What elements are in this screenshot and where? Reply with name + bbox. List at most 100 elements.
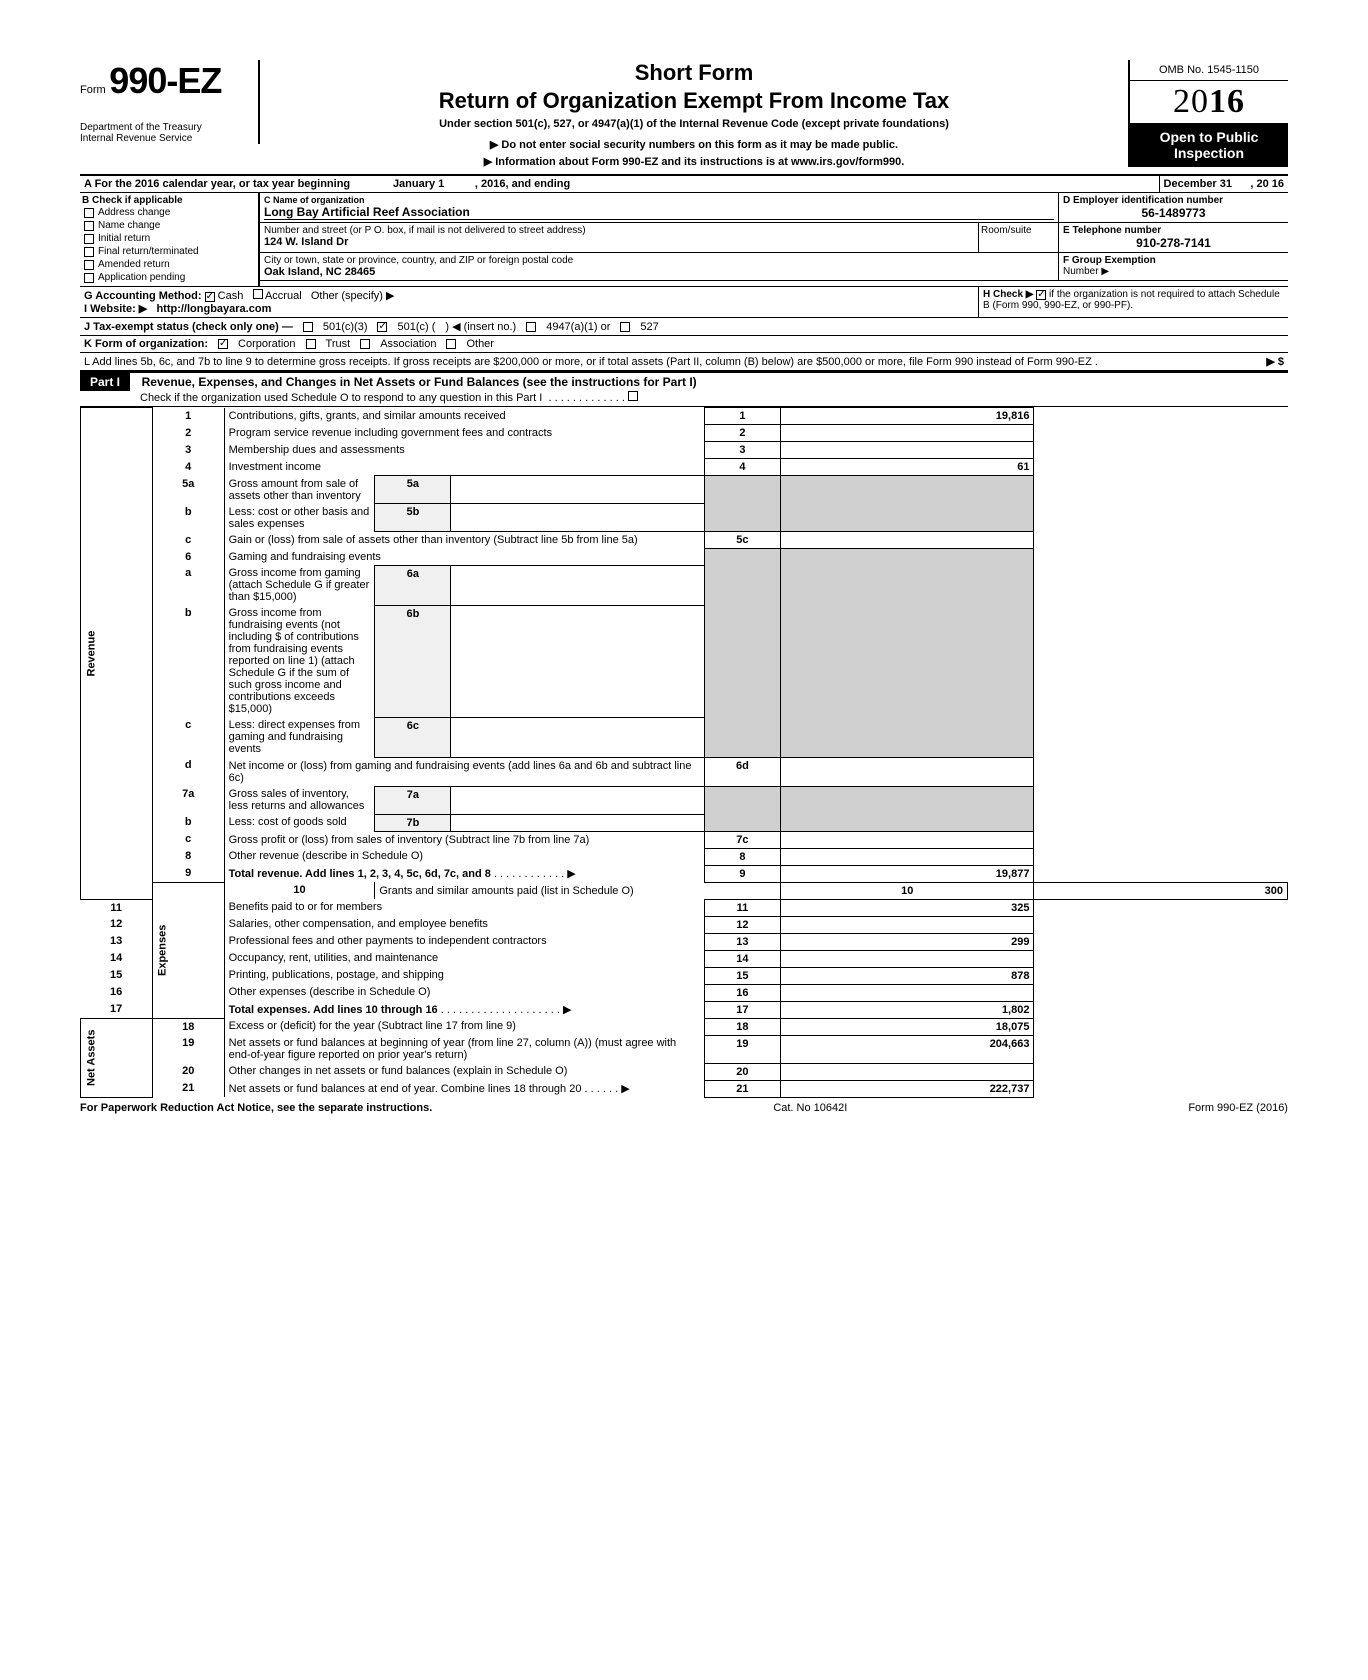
open-public-2: Inspection (1134, 145, 1284, 161)
title-cell: Short Form Return of Organization Exempt… (260, 60, 1128, 174)
form-number: 990-EZ (109, 60, 221, 101)
line-6d-val (780, 757, 1034, 786)
checkbox-501c[interactable] (377, 322, 387, 332)
room-label: Room/suite (978, 223, 1058, 252)
checkbox-icon (84, 260, 94, 270)
checkbox-other[interactable] (446, 339, 456, 349)
short-form-label: Short Form (270, 60, 1118, 86)
line-12-val (780, 916, 1034, 933)
e-label: E Telephone number (1063, 225, 1284, 236)
line-10-val: 300 (1034, 882, 1288, 899)
k-label: K Form of organization: (84, 338, 208, 350)
line-20-val (780, 1063, 1034, 1080)
line-13-val: 299 (780, 933, 1034, 950)
line-7c-val (780, 831, 1034, 848)
j-label: J Tax-exempt status (check only one) — (84, 321, 293, 333)
k-trust: Trust (326, 338, 351, 350)
checkbox-h[interactable] (1036, 290, 1046, 300)
col-b: B Check if applicable Address change Nam… (80, 193, 260, 286)
info-about: ▶ Information about Form 990-EZ and its … (270, 155, 1118, 168)
year-outline: 20 (1173, 83, 1209, 120)
check-name-change[interactable]: Name change (82, 219, 256, 232)
checkbox-4947[interactable] (526, 322, 536, 332)
part1-header: Part I Revenue, Expenses, and Changes in… (80, 371, 1288, 407)
form-header: Form 990-EZ Department of the Treasury I… (80, 60, 1288, 176)
dept-cell: Department of the Treasury Internal Reve… (80, 106, 260, 144)
checkbox-assoc[interactable] (360, 339, 370, 349)
part1-title: Revenue, Expenses, and Changes in Net As… (142, 375, 697, 389)
row-l: L Add lines 5b, 6c, and 7b to line 9 to … (80, 353, 1288, 371)
line-5c-val (780, 532, 1034, 549)
j-opt1: 501(c)(3) (323, 321, 368, 333)
city-label: City or town, state or province, country… (264, 255, 1054, 266)
row-a-label: A For the 2016 calendar year, or tax yea… (84, 178, 350, 190)
line-2-val (780, 425, 1034, 442)
line-18-val: 18,075 (780, 1018, 1034, 1035)
check-initial-return[interactable]: Initial return (82, 232, 256, 245)
line-1-val: 19,816 (780, 408, 1034, 425)
i-label: I Website: ▶ (84, 303, 147, 315)
b-label: B Check if applicable (82, 195, 256, 206)
k-corp: Corporation (238, 338, 295, 350)
form-prefix: Form (80, 84, 106, 96)
j-opt4: 527 (640, 321, 658, 333)
checkbox-corp[interactable] (218, 339, 228, 349)
g-label: G Accounting Method: (84, 290, 202, 302)
line-8-val (780, 848, 1034, 865)
tax-year-end-month: December 31 (1164, 178, 1233, 190)
revenue-side-label: Revenue (81, 408, 153, 900)
year-bold: 16 (1209, 83, 1245, 120)
line-21-val: 222,737 (780, 1080, 1034, 1097)
checkbox-501c3[interactable] (303, 322, 313, 332)
f-number-label: Number ▶ (1063, 266, 1284, 277)
form-number-cell: Form 990-EZ (80, 60, 260, 106)
irs: Internal Revenue Service (80, 133, 258, 144)
check-address-change[interactable]: Address change (82, 206, 256, 219)
checkbox-icon (84, 221, 94, 231)
city: Oak Island, NC 28465 (264, 266, 1054, 278)
c-label: C Name of organization (264, 195, 1054, 205)
open-public-1: Open to Public (1134, 129, 1284, 145)
line-15-val: 878 (780, 967, 1034, 984)
expenses-side-label: Expenses (152, 882, 224, 1018)
check-final-return[interactable]: Final return/terminated (82, 245, 256, 258)
checkbox-accrual[interactable] (253, 289, 263, 299)
j-opt2: 501(c) ( (397, 321, 435, 333)
j-opt3: 4947(a)(1) or (546, 321, 610, 333)
omb-number: OMB No. 1545-1150 (1130, 60, 1288, 81)
netassets-side-label: Net Assets (81, 1018, 153, 1097)
k-assoc: Association (380, 338, 436, 350)
line-19-val: 204,663 (780, 1035, 1034, 1063)
line-9-val: 19,877 (780, 865, 1034, 882)
form-990ez: Form 990-EZ Department of the Treasury I… (80, 60, 1288, 1114)
part1-table: Revenue 1Contributions, gifts, grants, a… (80, 407, 1288, 1098)
check-amended-return[interactable]: Amended return (82, 258, 256, 271)
checkbox-schedule-o[interactable] (628, 391, 638, 401)
ein: 56-1489773 (1063, 206, 1284, 220)
address: 124 W. Island Dr (264, 236, 974, 248)
g-accrual: Accrual (265, 290, 302, 302)
checkbox-trust[interactable] (306, 339, 316, 349)
footer-left: For Paperwork Reduction Act Notice, see … (80, 1102, 432, 1114)
col-cde: C Name of organization Long Bay Artifici… (260, 193, 1288, 286)
row-j: J Tax-exempt status (check only one) — 5… (80, 318, 1288, 336)
line-16-val (780, 984, 1034, 1001)
line-4-val: 61 (780, 459, 1034, 476)
l-arrow: ▶ $ (1266, 355, 1284, 368)
checkbox-cash[interactable] (205, 292, 215, 302)
part1-label: Part I (80, 373, 130, 391)
row-a-mid: , 2016, and ending (475, 178, 570, 190)
g-other: Other (specify) ▶ (311, 290, 395, 302)
footer-right: Form 990-EZ (2016) (1188, 1102, 1288, 1114)
footer-cat: Cat. No 10642I (773, 1102, 847, 1114)
donot-enter: ▶ Do not enter social security numbers o… (270, 138, 1118, 151)
section-bcdef: B Check if applicable Address change Nam… (80, 193, 1288, 287)
check-application-pending[interactable]: Application pending (82, 271, 256, 284)
checkbox-527[interactable] (620, 322, 630, 332)
k-other: Other (466, 338, 494, 350)
line-3-val (780, 442, 1034, 459)
part1-sub: Check if the organization used Schedule … (140, 392, 542, 404)
g-cash: Cash (218, 290, 244, 302)
tax-year-end-year: , 20 16 (1250, 178, 1284, 190)
d-label: D Employer identification number (1063, 195, 1284, 206)
